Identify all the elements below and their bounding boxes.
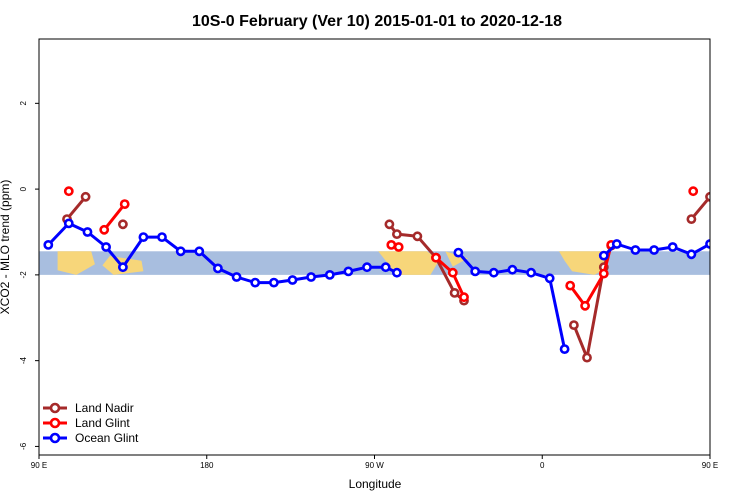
chart-title: 10S-0 February (Ver 10) 2015-01-01 to 20… [192,13,562,30]
land-nadir-point-3 [384,219,395,230]
ocean-glint-point-19 [391,267,402,278]
x-tick-label-2: 90 W [365,461,384,470]
land-patch-3 [445,251,468,267]
ocean-glint-point-9 [212,263,223,274]
land-glint-point-0 [63,186,74,197]
legend-label: Land Glint [75,416,130,430]
series-ocean-glint [43,218,750,354]
legend-item-land-glint: Land Glint [43,416,130,430]
land-glint-point-9 [580,300,590,311]
ocean-glint-point-6 [157,232,167,242]
land-glint-point-8 [565,280,576,291]
land-glint-point-6 [447,267,458,278]
ocean-glint-point-16 [343,266,354,277]
ocean-glint-point-1 [63,218,74,229]
ocean-glint-line-2 [602,241,710,257]
land-glint-point-5 [431,252,441,263]
ocean-glint-point-27 [598,250,609,261]
ocean-glint-point-13 [287,275,298,285]
series-layer [43,186,750,363]
ocean-glint-point-7 [175,246,186,257]
y-axis-label: XCO2 - MLO trend (ppm) [0,180,12,315]
series-land-nadir [62,191,710,363]
ocean-glint-point-30 [649,245,659,255]
ocean-glint-point-0 [43,239,54,250]
ocean-glint-point-29 [630,245,641,255]
ocean-glint-point-32 [686,249,697,260]
legend-swatch-marker [49,432,61,444]
y-tick-label-2: -2 [19,271,28,279]
ocean-glint-point-10 [231,272,242,282]
land-nadir-point-7 [449,287,460,298]
ocean-glint-point-14 [306,272,316,282]
ocean-glint-point-33 [705,239,710,249]
ocean-glint-point-11 [250,277,261,288]
ocean-glint-point-20 [453,247,464,258]
series-land-glint [63,186,699,311]
ocean-glint-point-12 [268,277,279,288]
x-axis-label: Longitude [349,477,402,491]
ocean-glint-point-17 [362,262,372,273]
ocean-glint-point-35 [744,228,750,235]
legend-label: Ocean Glint [75,431,139,445]
land-patch-2 [378,251,440,275]
ocean-glint-point-8 [194,246,205,257]
ocean-glint-point-23 [507,264,518,275]
ocean-glint-point-24 [526,267,536,278]
legend-item-land-nadir: Land Nadir [43,401,134,415]
ocean-glint-point-21 [470,266,481,277]
land-nadir-point-5 [412,231,423,242]
ocean-glint-point-26 [559,344,570,354]
land-glint-point-2 [119,199,130,209]
land-nadir-point-10 [582,352,592,363]
legend-swatch-marker [49,417,61,429]
land-nadir-point-1 [80,191,91,202]
land-glint-line-4 [568,244,613,308]
ocean-glint-point-15 [324,269,335,280]
y-axis: 2 0 -2 -4 -6 [19,101,39,450]
land-patch-5 [729,251,750,275]
land-nadir-point-14 [705,191,710,202]
land-patches [57,251,750,275]
legend-item-ocean-glint: Ocean Glint [43,431,139,445]
land-glint-point-7 [459,292,469,303]
x-tick-label-0: 90 E [31,461,47,470]
land-glint-point-10 [598,268,609,279]
ocean-glint-point-3 [101,242,111,252]
y-tick-label-4: -6 [19,442,28,450]
land-glint-point-4 [393,242,404,252]
x-axis: 90 E 180 90 W 0 90 E [31,455,718,470]
x-tick-label-4: 90 E [702,461,718,470]
land-nadir-point-4 [391,229,402,239]
legend-swatch-marker [49,402,61,414]
ocean-glint-point-4 [118,262,128,273]
land-nadir-point-13 [686,214,697,224]
ocean-glint-point-28 [611,239,622,249]
x-tick-label-3: 0 [540,461,545,470]
x-tick-label-1: 180 [200,461,214,470]
land-glint-line-1 [103,203,126,231]
y-tick-label-3: -4 [19,356,28,364]
y-tick-label-0: 2 [19,101,28,106]
ocean-glint-point-18 [380,262,391,273]
land-nadir-point-2 [118,219,128,230]
ocean-glint-point-34 [725,220,732,227]
land-glint-point-12 [688,186,699,197]
land-nadir-point-9 [569,320,579,330]
land-patch-0 [57,251,95,275]
y-tick-label-1: 0 [19,186,28,191]
ocean-glint-point-2 [82,227,93,237]
land-patch-4 [559,251,608,275]
ocean-glint-point-5 [138,232,149,242]
legend-label: Land Nadir [75,401,134,415]
land-glint-point-1 [99,224,110,235]
ocean-glint-point-22 [488,267,499,278]
ocean-glint-point-25 [544,273,555,284]
ocean-glint-point-31 [667,242,678,252]
